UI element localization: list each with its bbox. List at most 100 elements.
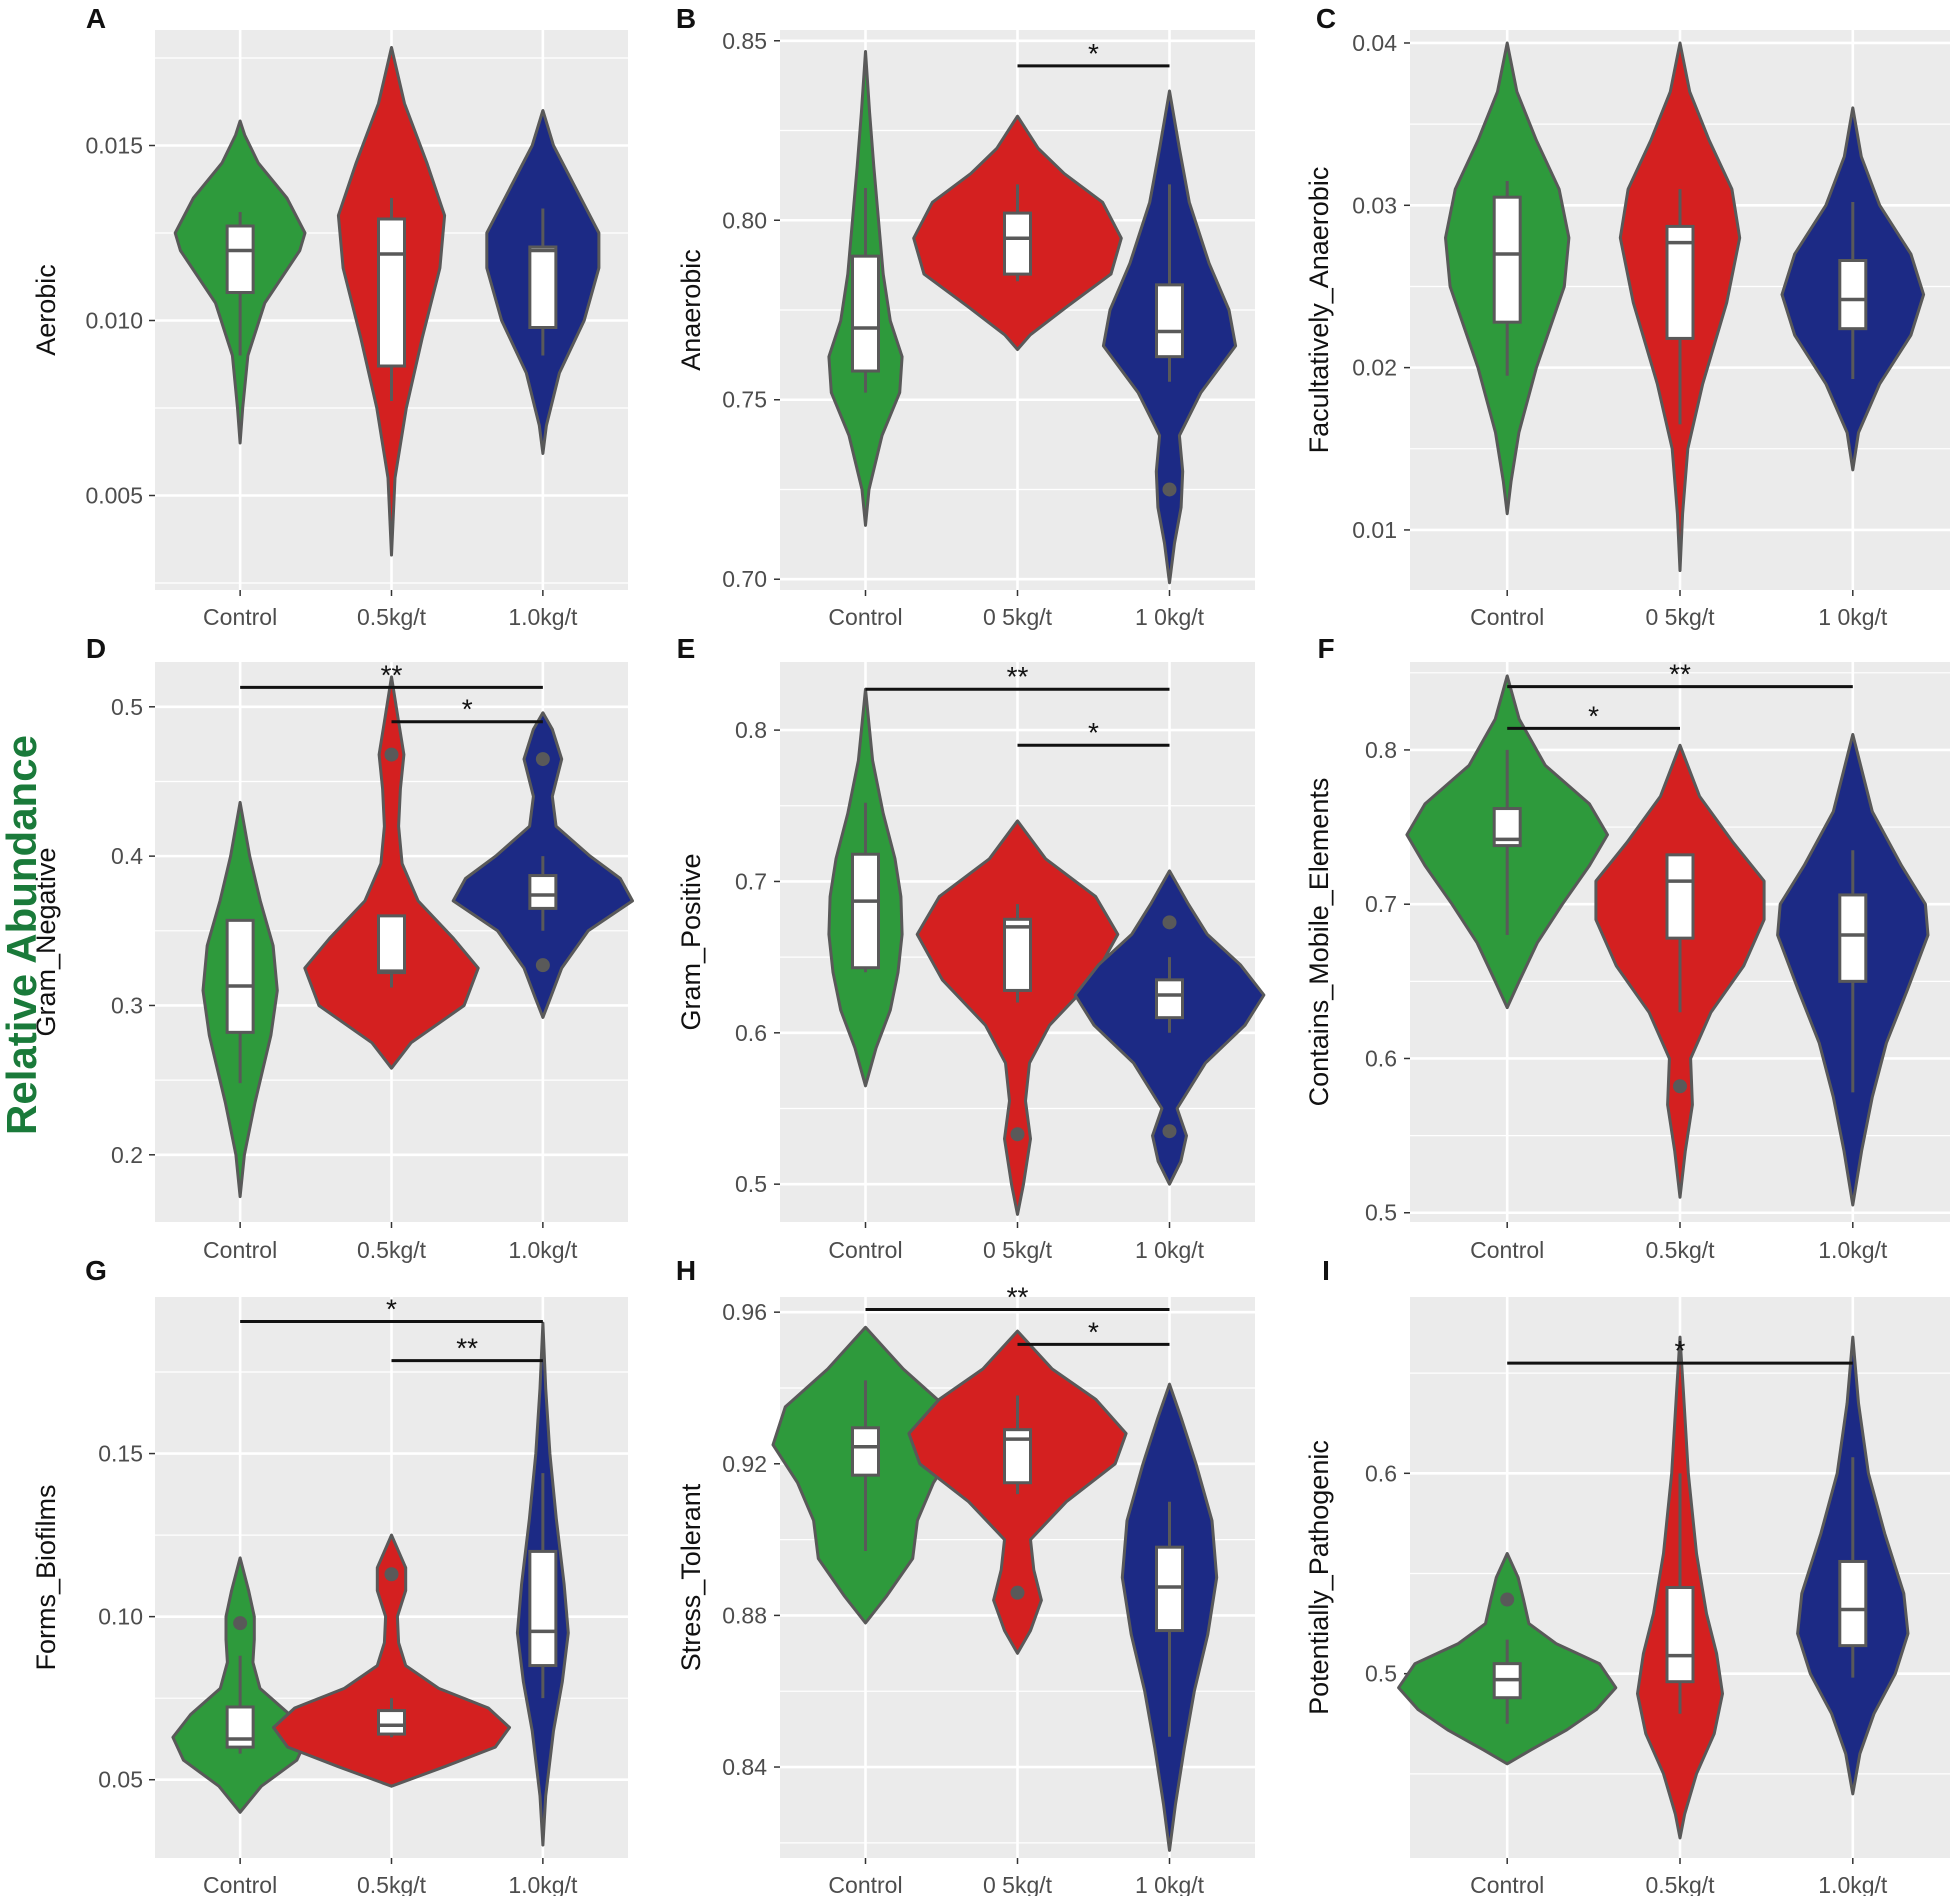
significance-label: ** bbox=[456, 1333, 478, 1364]
y-axis-label: Facultatively_Anaerobic bbox=[1304, 167, 1334, 454]
x-tick-label: 1.0kg/t bbox=[1818, 1237, 1888, 1263]
panel-letter: F bbox=[1317, 633, 1334, 664]
shared-y-axis-label: Relative Abundance bbox=[0, 735, 45, 1135]
significance-label: ** bbox=[1007, 1282, 1029, 1313]
significance-label: ** bbox=[1669, 659, 1691, 690]
x-tick-label: Control bbox=[1470, 1237, 1544, 1263]
x-tick-label: Control bbox=[203, 1237, 277, 1263]
significance-label: * bbox=[462, 694, 473, 725]
x-tick-label: 1 0kg/t bbox=[1135, 1872, 1205, 1896]
outlier-point bbox=[1010, 1127, 1025, 1142]
y-tick-label: 0.005 bbox=[85, 483, 143, 509]
y-tick-label: 0.010 bbox=[85, 308, 143, 334]
box-iqr bbox=[1155, 978, 1184, 1020]
x-tick-label: 1.0kg/t bbox=[508, 1237, 578, 1263]
y-tick-label: 0.15 bbox=[98, 1441, 143, 1467]
y-tick-label: 0.3 bbox=[111, 992, 143, 1018]
y-axis-label: Potentially_Pathogenic bbox=[1304, 1440, 1334, 1715]
box-iqr bbox=[528, 874, 558, 910]
x-tick-label: Control bbox=[1470, 604, 1544, 630]
outlier-point bbox=[233, 1616, 248, 1631]
y-tick-label: 0.70 bbox=[722, 566, 767, 592]
x-tick-label: 0 5kg/t bbox=[1645, 604, 1715, 630]
y-tick-label: 0.5 bbox=[735, 1171, 767, 1197]
significance-label: * bbox=[386, 1293, 397, 1324]
x-tick-label: 1.0kg/t bbox=[508, 1872, 578, 1896]
y-tick-label: 0.5 bbox=[111, 694, 143, 720]
box-iqr bbox=[1838, 1559, 1868, 1648]
x-tick-label: 0.5kg/t bbox=[357, 1237, 427, 1263]
panel-c: 0.01 0.02 0.03 0.04 Control 0 5kg/t 1 0kg/t Fac… bbox=[1304, 3, 1950, 630]
y-tick-label: 0.8 bbox=[1365, 737, 1397, 763]
x-tick-label: 0.5kg/t bbox=[357, 604, 427, 630]
significance-label: ** bbox=[381, 659, 403, 690]
y-axis-label: Gram_Positive bbox=[676, 853, 706, 1030]
x-tick-label: 1 0kg/t bbox=[1135, 604, 1205, 630]
x-tick-label: Control bbox=[1470, 1872, 1544, 1896]
box-iqr bbox=[1003, 917, 1032, 992]
panel-i: 0.5 0.6 Control 0.5kg/t 1.0kg/t * Potentially_… bbox=[1304, 1255, 1950, 1898]
panel-letter: A bbox=[86, 3, 106, 34]
box-iqr bbox=[1155, 283, 1184, 359]
box-iqr bbox=[851, 254, 880, 373]
panel-letter: C bbox=[1316, 3, 1336, 34]
outlier-point bbox=[1673, 1079, 1687, 1094]
outlier-point bbox=[535, 958, 550, 973]
y-tick-label: 0.2 bbox=[111, 1142, 143, 1168]
y-tick-label: 0.01 bbox=[1352, 517, 1397, 543]
x-tick-label: Control bbox=[828, 1237, 902, 1263]
y-axis-label: Forms_Biofilms bbox=[31, 1484, 61, 1670]
significance-label: * bbox=[1088, 1316, 1099, 1347]
x-tick-label: 0 5kg/t bbox=[983, 1872, 1053, 1896]
panel-letter: E bbox=[677, 633, 696, 664]
box-iqr bbox=[225, 1705, 255, 1749]
y-tick-label: 0.8 bbox=[735, 717, 767, 743]
outlier-point bbox=[384, 747, 399, 762]
violin-2 bbox=[303, 675, 480, 1070]
y-tick-label: 0.88 bbox=[722, 1602, 767, 1628]
x-tick-label: Control bbox=[828, 1872, 902, 1896]
box-iqr bbox=[377, 914, 406, 975]
box-iqr bbox=[377, 217, 406, 368]
y-tick-label: 0.5 bbox=[1365, 1661, 1397, 1687]
y-tick-label: 0.7 bbox=[1365, 891, 1397, 917]
significance-label: ** bbox=[1007, 661, 1029, 692]
x-tick-label: 0 5kg/t bbox=[983, 604, 1053, 630]
y-tick-label: 0.4 bbox=[111, 843, 143, 869]
panel-a: 0.005 0.010 0.015 Control 0.5kg/t 1.0kg/t Aero… bbox=[31, 3, 628, 630]
x-tick-label: 0.5kg/t bbox=[357, 1872, 427, 1896]
y-tick-label: 0.04 bbox=[1352, 30, 1397, 56]
panel-letter: D bbox=[86, 633, 106, 664]
y-axis-label: Gram_Negative bbox=[31, 847, 61, 1036]
box-iqr bbox=[528, 245, 558, 329]
outlier-point bbox=[1162, 1124, 1177, 1139]
y-tick-label: 0.84 bbox=[722, 1754, 767, 1780]
x-tick-label: 0.5kg/t bbox=[1645, 1237, 1715, 1263]
significance-label: * bbox=[1088, 38, 1099, 69]
panel-letter: G bbox=[85, 1255, 107, 1286]
x-tick-label: 1.0kg/t bbox=[508, 604, 578, 630]
y-tick-label: 0.92 bbox=[722, 1451, 767, 1477]
x-tick-label: 1 0kg/t bbox=[1135, 1237, 1205, 1263]
box-iqr bbox=[1665, 853, 1695, 940]
y-tick-label: 0.75 bbox=[722, 387, 767, 413]
panel-letter: B bbox=[676, 3, 696, 34]
box-iqr bbox=[1665, 1586, 1695, 1684]
x-tick-label: Control bbox=[203, 1872, 277, 1896]
box-iqr bbox=[851, 1426, 880, 1477]
x-tick-label: Control bbox=[203, 604, 277, 630]
y-tick-label: 0.96 bbox=[722, 1299, 767, 1325]
significance-label: * bbox=[1088, 717, 1099, 748]
box-iqr bbox=[225, 224, 255, 294]
y-tick-label: 0.6 bbox=[1365, 1460, 1397, 1486]
y-tick-label: 0.05 bbox=[98, 1767, 143, 1793]
y-tick-label: 0.10 bbox=[98, 1604, 143, 1630]
y-tick-label: 0.7 bbox=[735, 868, 767, 894]
